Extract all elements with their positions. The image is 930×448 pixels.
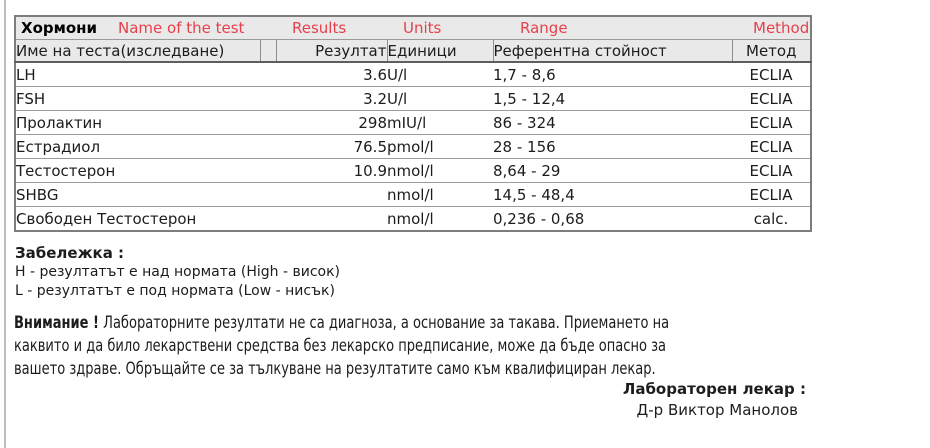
column-header-method: Метод (731, 39, 811, 63)
warning-line-1: Внимание ! Лабораторните резултати не са… (14, 311, 669, 334)
cell-test-name: FSH (15, 86, 260, 111)
table-row: Пролактин 298 mIU/l 86 - 324 ECLIA (15, 110, 811, 135)
annotation-results: Results (292, 19, 347, 37)
cell-range: 0,236 - 0,68 (493, 209, 585, 228)
cell-flag (260, 110, 276, 135)
warning-line-2: каквито и да било лекарствени средства б… (14, 336, 667, 355)
annotation-units: Units (403, 19, 442, 37)
cell-test-name: Свободен Тестостерон (16, 209, 197, 228)
cell-result: 76.5 (276, 134, 387, 159)
table-title-cell: Хормони Name of the test Results Units R… (15, 16, 811, 40)
cell-range: 1,7 - 8,6 (493, 62, 732, 87)
annotation-name-of-test: Name of the test (118, 19, 245, 37)
table-row: Тестостерон 10.9 nmol/l 8,64 - 29 ECLIA (15, 158, 811, 183)
notes-heading: Забележка : (15, 244, 125, 262)
warning-paragraph: Внимание ! Лабораторните резултати не са… (14, 311, 669, 380)
cell-test-name: Тестостерон (15, 158, 260, 183)
cell-result: 298 (276, 110, 387, 135)
cell-result (276, 182, 387, 207)
doctor-name: Д-р Виктор Манолов (636, 401, 798, 419)
cell-test-name: SHBG (15, 182, 260, 207)
annotation-method: Method (753, 19, 810, 37)
cell-method: ECLIA (732, 86, 811, 111)
cell-method: ECLIA (732, 182, 811, 207)
cell-flag (260, 86, 276, 111)
cell-flag (260, 207, 276, 232)
cell-units: nmol/l (387, 182, 493, 207)
table-title: Хормони (21, 19, 98, 37)
cell-range: 1,5 - 12,4 (493, 86, 732, 111)
cell-units: U/l (387, 86, 493, 111)
signature-block: Лабораторен лекар : Д-р Виктор Манолов (400, 379, 806, 421)
warning-text-1: Лабораторните резултати не са диагноза, … (98, 313, 670, 332)
cell-units: pmol/l (387, 134, 493, 159)
cell-method: calc. (753, 209, 789, 228)
cell-result: 10.9 (276, 158, 387, 183)
cell-result: 3.2 (276, 86, 387, 111)
cell-method: ECLIA (732, 110, 811, 135)
annotation-range: Range (520, 19, 568, 37)
cell-result: 3.6 (276, 62, 387, 87)
results-table: Хормони Name of the test Results Units R… (14, 15, 812, 232)
cell-flag (260, 62, 276, 87)
cell-units: U/l (387, 62, 493, 87)
cell-range: 14,5 - 48,4 (493, 182, 732, 207)
cell-test-name: Естрадиол (15, 134, 260, 159)
cell-flag (260, 134, 276, 159)
cell-range: 86 - 324 (493, 110, 732, 135)
warning-line-3: вашето здраве. Обръщайте се за тълкуване… (14, 359, 656, 378)
cell-range: 8,64 - 29 (493, 158, 732, 183)
column-header-flag (259, 39, 276, 63)
cell-units: nmol/l (387, 158, 493, 183)
signature-label: Лабораторен лекар : (622, 380, 806, 398)
table-row: Естрадиол 76.5 pmol/l 28 - 156 ECLIA (15, 134, 811, 159)
cell-flag (260, 182, 276, 207)
note-low-flag: L - резултатът е под нормата (Low - нисъ… (15, 283, 335, 299)
table-row: Свободен Тестостерон nmol/l 0,236 - 0,68… (15, 207, 811, 232)
column-header-range: Референтна стойност (492, 39, 732, 63)
table-title-row: Хормони Name of the test Results Units R… (15, 16, 811, 40)
column-header-result: Резултат (275, 39, 387, 63)
table-row: LH 3.6 U/l 1,7 - 8,6 ECLIA (15, 62, 811, 87)
table-row: SHBG nmol/l 14,5 - 48,4 ECLIA (15, 182, 811, 207)
column-header-row: Име на теста(изследване) Резултат Единиц… (15, 39, 811, 63)
cell-range: 28 - 156 (493, 134, 732, 159)
note-high-flag: H - резултатът е над нормата (High - вис… (15, 264, 341, 280)
cell-method: ECLIA (732, 62, 811, 87)
warning-label: Внимание ! (14, 313, 99, 332)
cell-test-name: LH (15, 62, 260, 87)
cell-units: mIU/l (387, 110, 493, 135)
cell-method: ECLIA (732, 158, 811, 183)
column-header-units: Единици (386, 39, 493, 63)
cell-result (276, 207, 387, 232)
cell-flag (260, 158, 276, 183)
table-row: FSH 3.2 U/l 1,5 - 12,4 ECLIA (15, 86, 811, 111)
column-header-test-name: Име на теста(изследване) (15, 39, 260, 63)
cell-units: nmol/l (387, 209, 434, 228)
cell-test-name: Пролактин (15, 110, 260, 135)
page-edge-line (4, 0, 6, 448)
notes-section: Забележка : H - резултатът е над нормата… (15, 244, 340, 301)
cell-method: ECLIA (732, 134, 811, 159)
